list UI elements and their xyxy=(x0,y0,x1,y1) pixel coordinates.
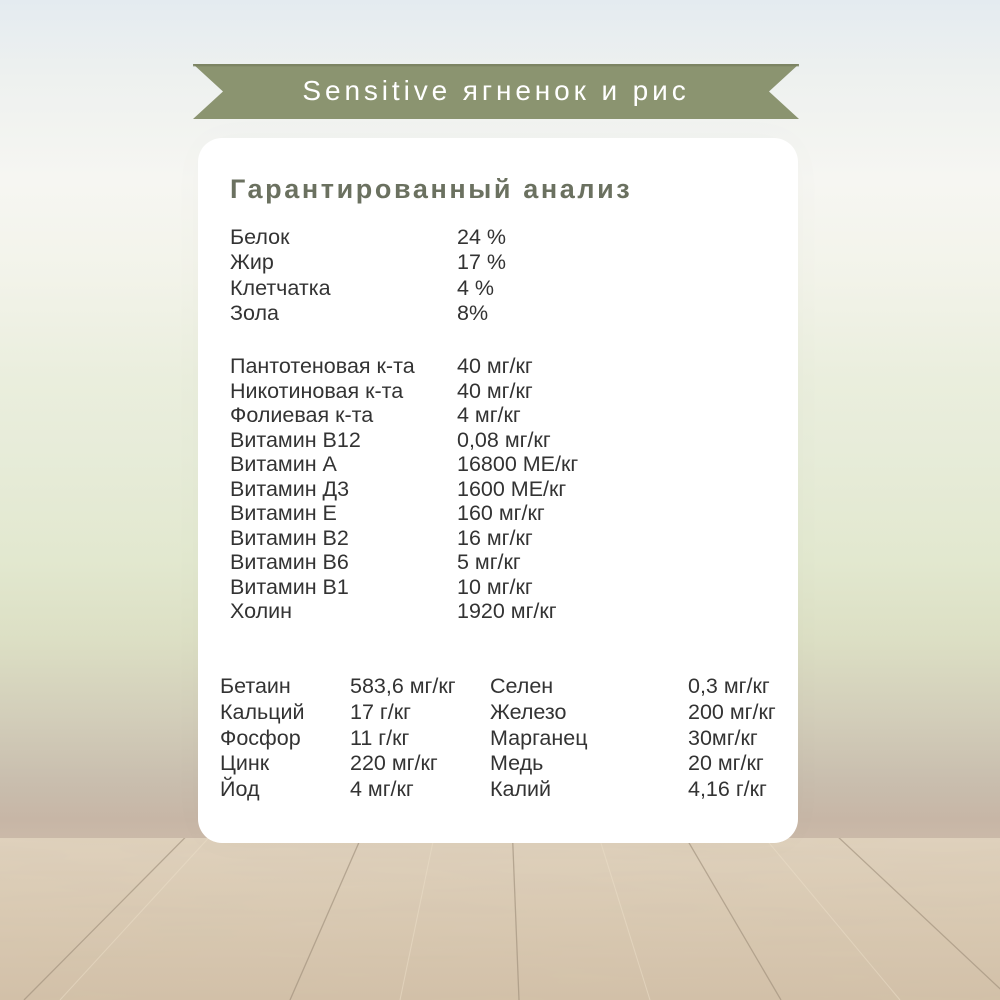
svg-text:Sensitive ягненок и рис: Sensitive ягненок и рис xyxy=(302,75,689,106)
